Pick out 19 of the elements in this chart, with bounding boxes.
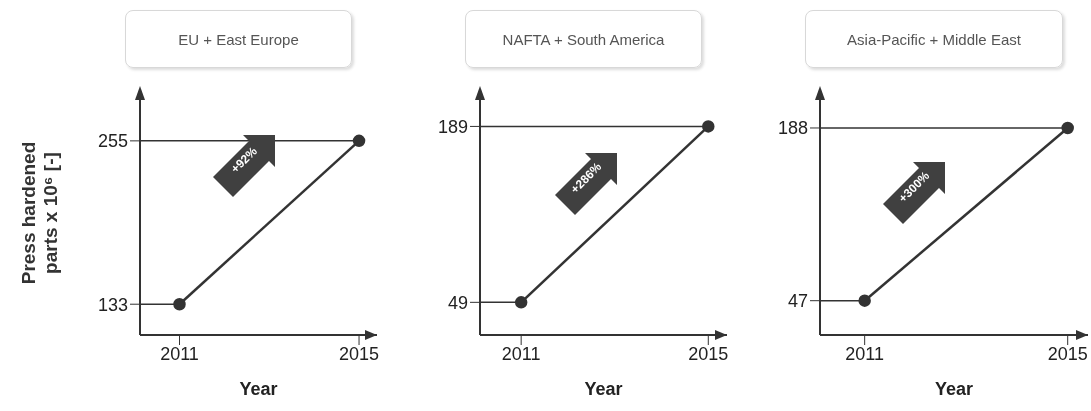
y-tick-label: 49 xyxy=(447,292,468,313)
chart-title: EU + East Europe xyxy=(178,30,299,48)
x-tick-label: 2011 xyxy=(845,343,885,364)
y-tick-label: 47 xyxy=(787,291,808,312)
x-axis-title: Year xyxy=(934,379,974,399)
x-tick-label: 2015 xyxy=(688,343,729,364)
x-axis-title: Year xyxy=(239,379,278,399)
x-tick-label: 2015 xyxy=(1047,343,1088,364)
x-tick-label: 2015 xyxy=(339,343,380,364)
y-tick-label: 189 xyxy=(437,116,468,137)
y-tick-label: 188 xyxy=(777,118,808,139)
x-tick-label: 2011 xyxy=(160,343,199,364)
x-tick-label: 2011 xyxy=(501,343,541,364)
x-axis-title: Year xyxy=(584,379,623,399)
chart-title: Asia-Pacific + Middle East xyxy=(847,30,1021,48)
chart-title: NAFTA + South America xyxy=(502,30,665,48)
y-tick-label: 133 xyxy=(97,294,128,315)
y-axis-title: Press hardened parts x 10⁶ [-] xyxy=(18,140,62,286)
y-tick-label: 255 xyxy=(97,131,128,152)
